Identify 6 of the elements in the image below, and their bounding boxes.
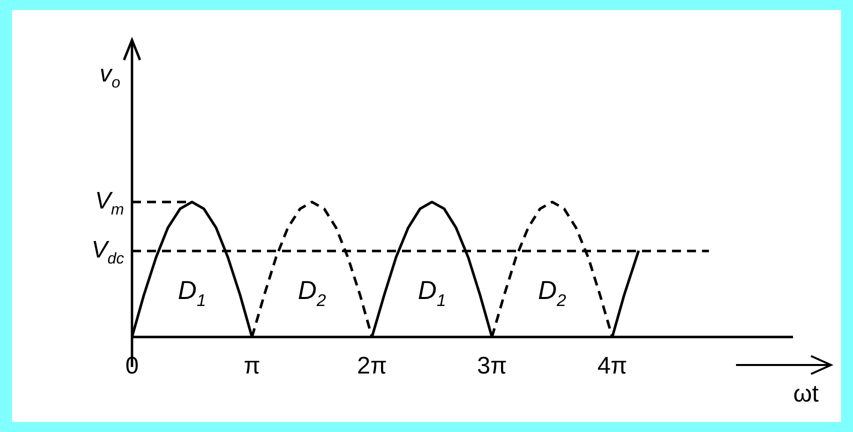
x-tick-label: π	[244, 352, 260, 380]
x-tick-label: 2π	[356, 352, 387, 380]
x-tick-label: 3π	[476, 352, 507, 380]
x-tick-label: 4π	[597, 352, 628, 380]
x-tick-label: 0	[125, 352, 139, 380]
x-axis-title: ωt	[793, 380, 820, 408]
